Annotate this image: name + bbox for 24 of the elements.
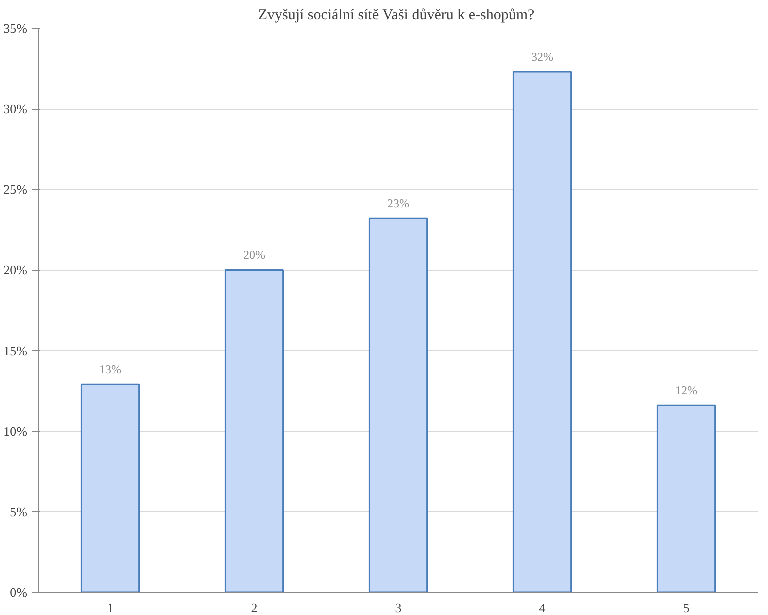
bar bbox=[368, 218, 428, 592]
y-tick-label: 15% bbox=[4, 343, 28, 358]
y-tick-label: 30% bbox=[4, 102, 28, 117]
data-label: 12% bbox=[676, 384, 698, 398]
y-tick-label: 25% bbox=[4, 182, 28, 198]
data-label: 20% bbox=[244, 248, 266, 262]
y-tick-label: 10% bbox=[4, 424, 28, 439]
bar bbox=[512, 71, 572, 592]
y-tick-label: 0% bbox=[10, 585, 28, 600]
y-tick-label: 5% bbox=[10, 504, 28, 520]
bar bbox=[224, 269, 284, 592]
data-label: 13% bbox=[100, 362, 122, 377]
x-tick-label: 3 bbox=[395, 600, 402, 615]
bar bbox=[80, 384, 140, 592]
data-label: 23% bbox=[388, 196, 410, 211]
bar bbox=[656, 404, 716, 592]
data-label: 32% bbox=[532, 50, 554, 64]
chart-title: Zvyšují sociální sítě Vaši důvěru k e-shopům? bbox=[258, 8, 536, 24]
y-tick-label: 20% bbox=[4, 262, 28, 278]
x-tick-label: 1 bbox=[107, 600, 114, 615]
x-tick-label: 2 bbox=[251, 600, 258, 615]
x-tick-label: 5 bbox=[683, 600, 690, 615]
x-tick-label: 4 bbox=[539, 600, 546, 615]
y-tick-label: 35% bbox=[4, 21, 28, 36]
